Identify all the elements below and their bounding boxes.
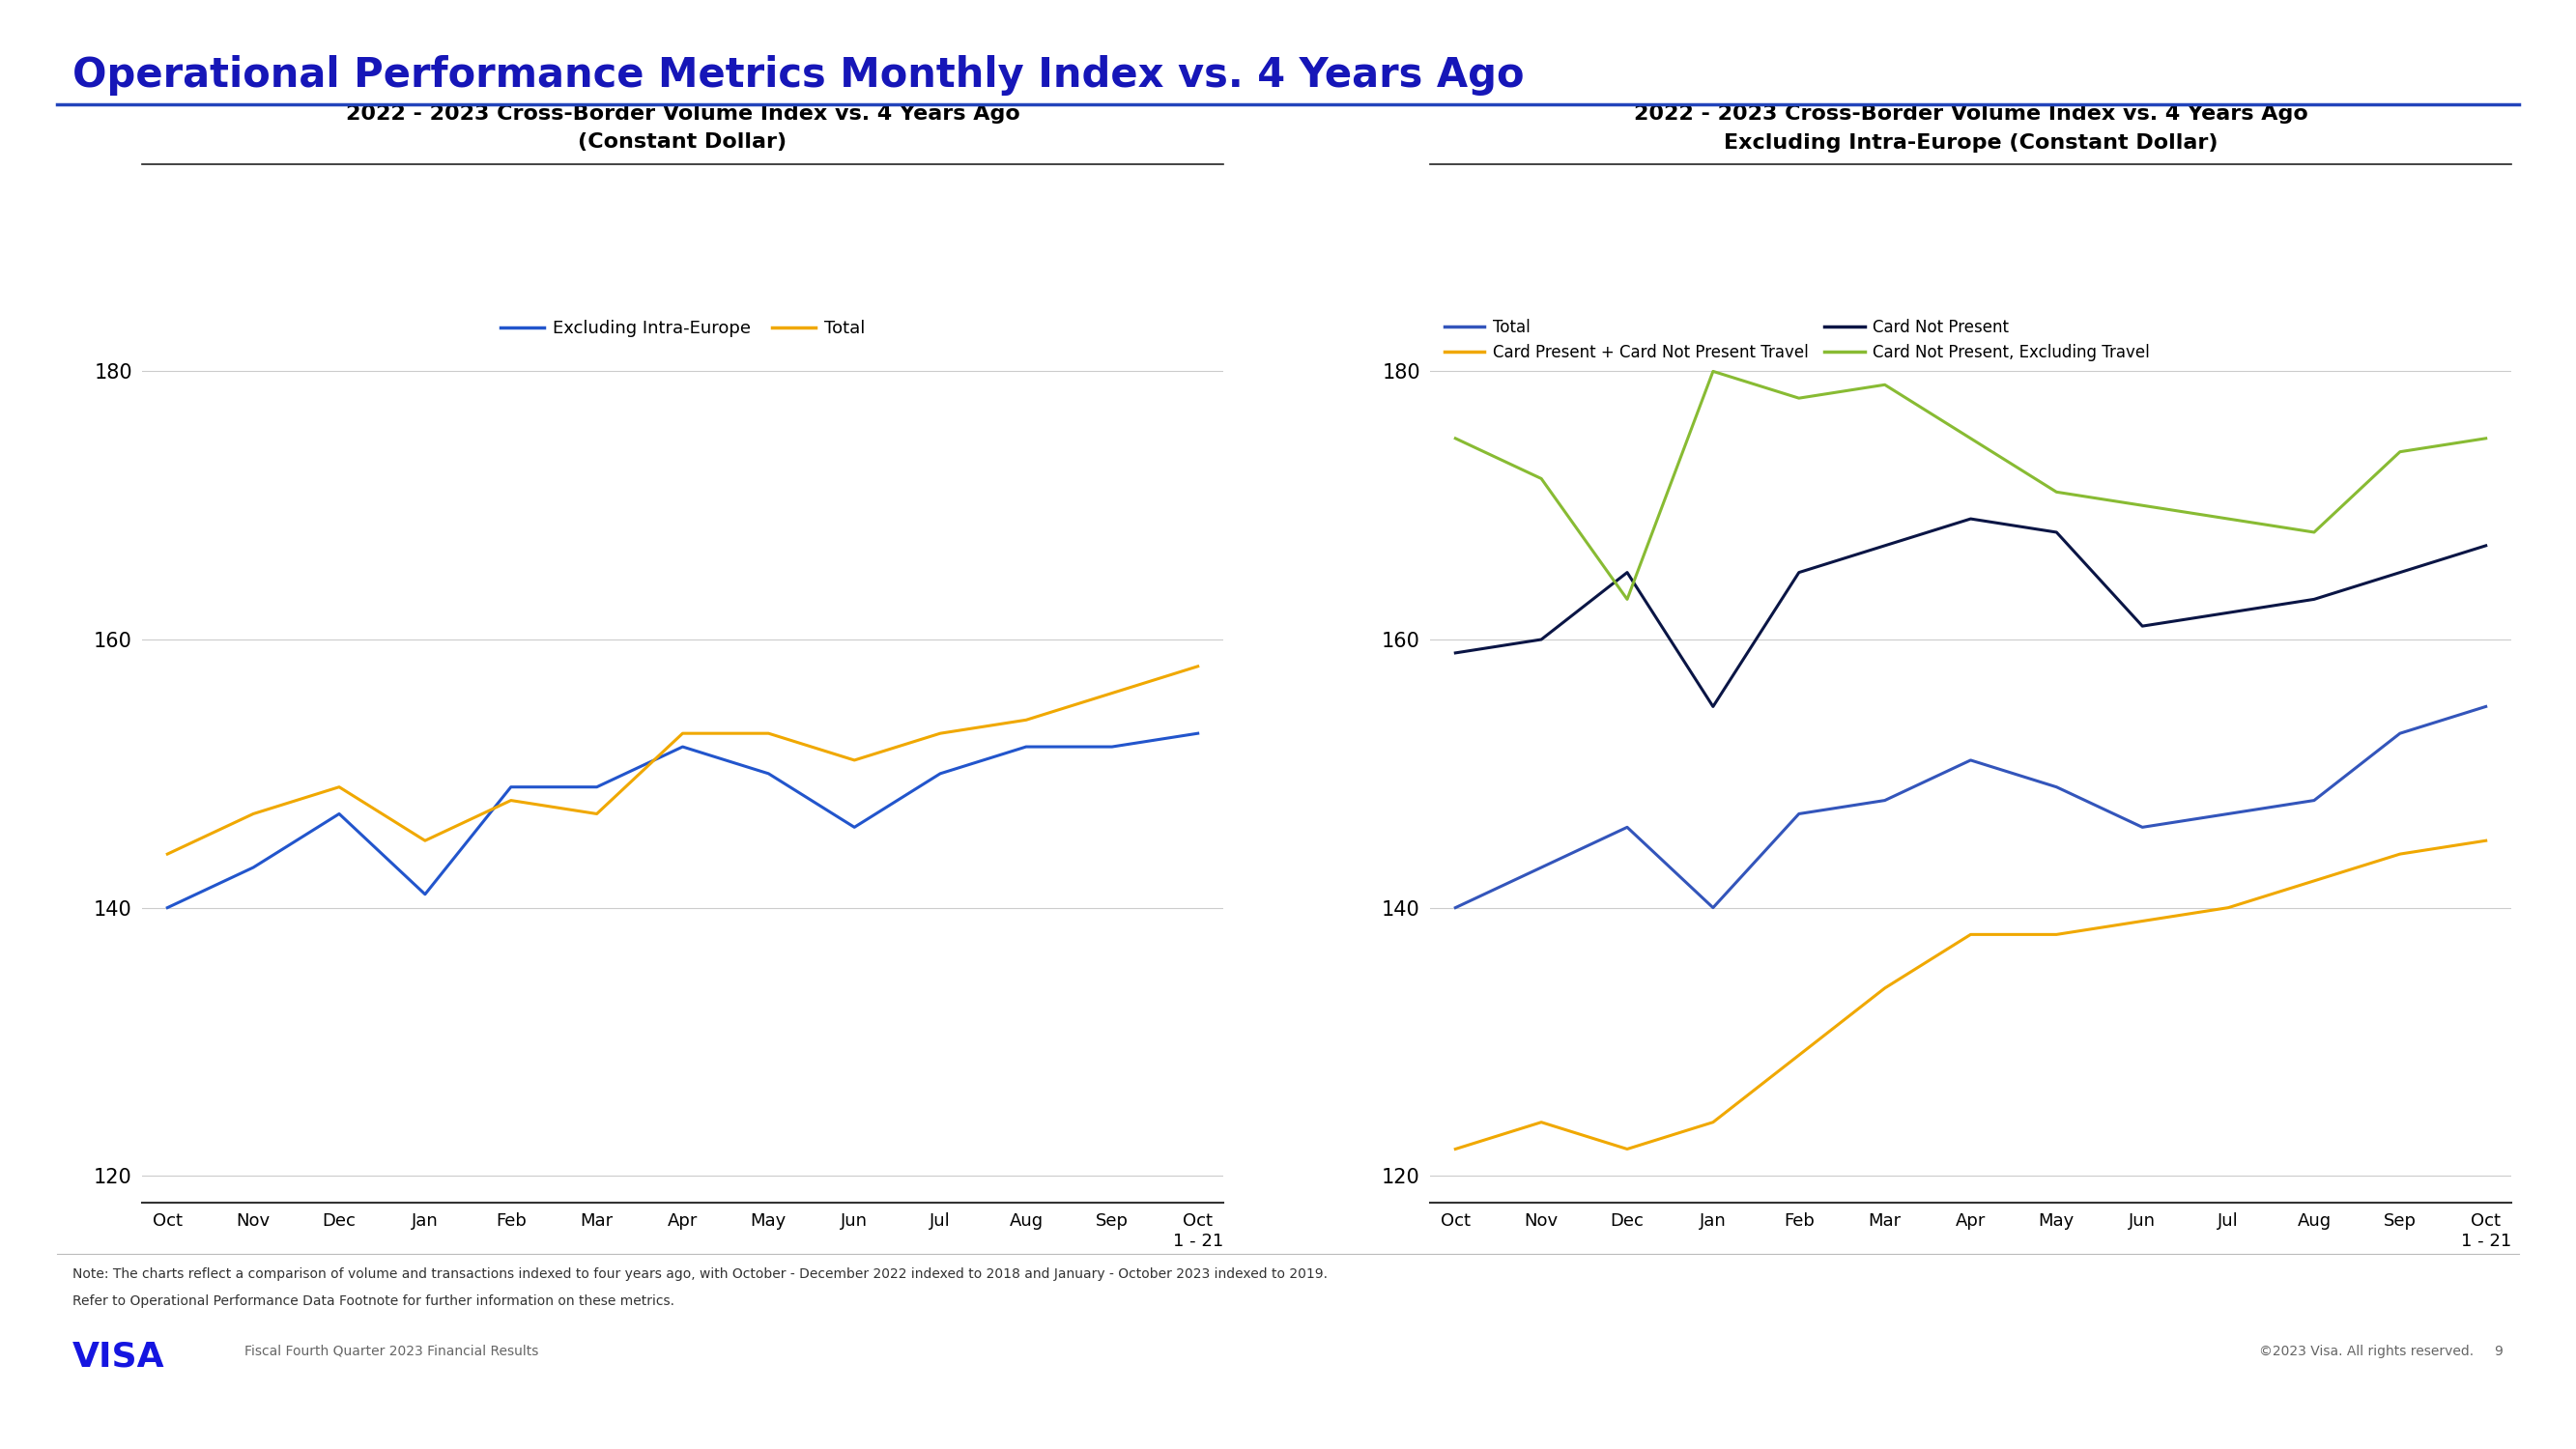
Text: Refer to Operational Performance Data Footnote for further information on these : Refer to Operational Performance Data Fo… <box>72 1294 675 1307</box>
Text: Fiscal Fourth Quarter 2023 Financial Results: Fiscal Fourth Quarter 2023 Financial Res… <box>245 1345 538 1358</box>
Text: 2022 - 2023 Cross-Border Volume Index vs. 4 Years Ago: 2022 - 2023 Cross-Border Volume Index vs… <box>345 104 1020 123</box>
Legend: Total, Card Present + Card Not Present Travel, Card Not Present, Card Not Presen: Total, Card Present + Card Not Present T… <box>1437 313 2156 368</box>
Text: Note: The charts reflect a comparison of volume and transactions indexed to four: Note: The charts reflect a comparison of… <box>72 1268 1327 1281</box>
Text: Excluding Intra-Europe (Constant Dollar): Excluding Intra-Europe (Constant Dollar) <box>1723 133 2218 152</box>
Text: VISA: VISA <box>72 1340 165 1374</box>
Text: ©2023 Visa. All rights reserved.     9: ©2023 Visa. All rights reserved. 9 <box>2259 1345 2504 1358</box>
Legend: Excluding Intra-Europe, Total: Excluding Intra-Europe, Total <box>495 313 871 345</box>
Text: (Constant Dollar): (Constant Dollar) <box>577 133 788 152</box>
Text: 2022 - 2023 Cross-Border Volume Index vs. 4 Years Ago: 2022 - 2023 Cross-Border Volume Index vs… <box>1633 104 2308 123</box>
Text: Operational Performance Metrics Monthly Index vs. 4 Years Ago: Operational Performance Metrics Monthly … <box>72 55 1525 96</box>
